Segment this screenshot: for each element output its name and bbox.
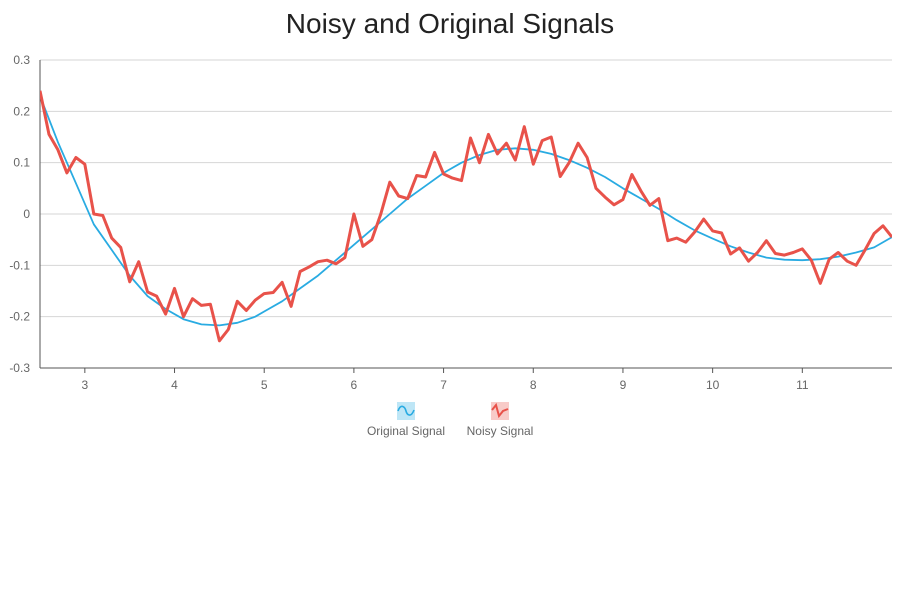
x-tick-label: 8 <box>530 378 537 392</box>
legend-label-original-signal: Original Signal <box>367 424 445 438</box>
y-tick-label: -0.3 <box>9 361 30 375</box>
y-tick-label: -0.2 <box>9 310 30 324</box>
x-tick-label: 6 <box>351 378 358 392</box>
x-tick-label: 3 <box>81 378 88 392</box>
y-tick-label: 0.3 <box>13 53 30 67</box>
y-tick-label: -0.1 <box>9 258 30 272</box>
x-tick-label: 7 <box>440 378 447 392</box>
x-tick-label: 9 <box>620 378 627 392</box>
x-tick-label: 10 <box>706 378 720 392</box>
legend-label-noisy-signal: Noisy Signal <box>467 424 534 438</box>
y-tick-label: 0.2 <box>13 104 30 118</box>
series-line-original-signal <box>40 95 892 327</box>
y-tick-label: 0.1 <box>13 156 30 170</box>
x-tick-label: 5 <box>261 378 268 392</box>
chart-title: Noisy and Original Signals <box>285 8 615 39</box>
y-tick-label: 0 <box>23 207 30 221</box>
legend-swatch-noisy-signal <box>491 402 509 420</box>
x-tick-label: 11 <box>796 378 809 392</box>
x-tick-label: 4 <box>171 378 178 392</box>
legend-icon-original-signal <box>397 405 415 416</box>
series-line-noisy-signal <box>40 90 892 343</box>
legend-icon-noisy-signal <box>491 402 509 419</box>
